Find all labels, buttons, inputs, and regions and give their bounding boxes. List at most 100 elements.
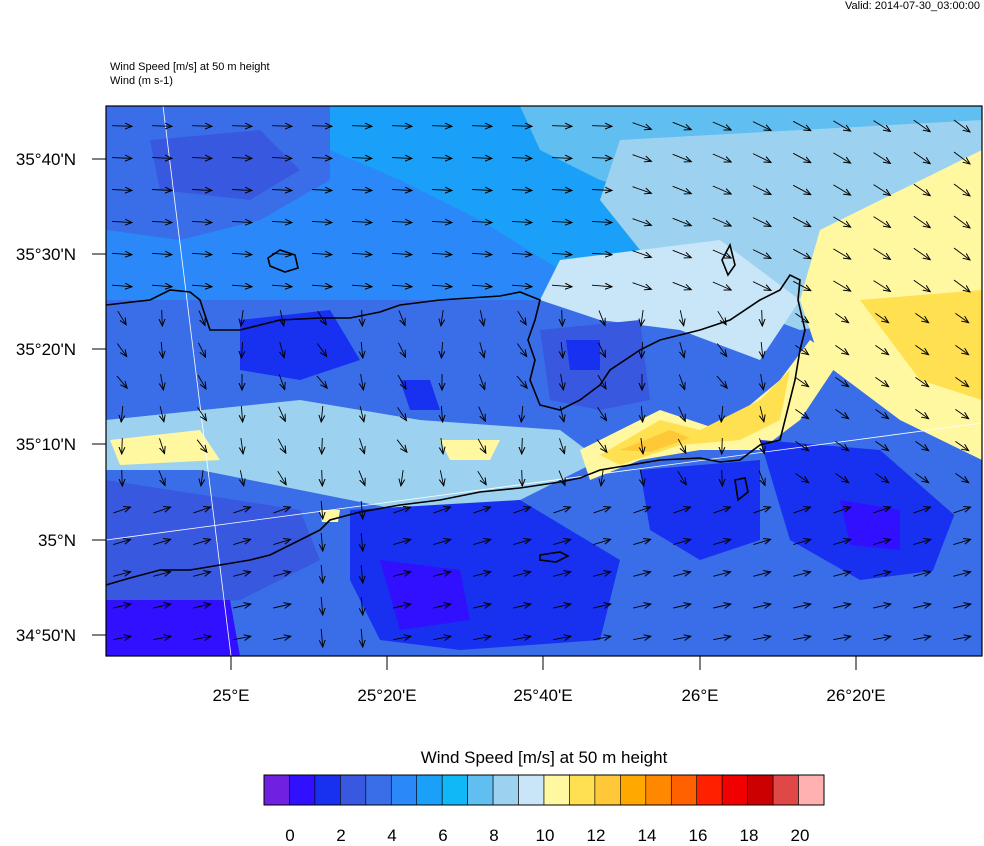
wind-arrow [477, 438, 486, 453]
wind-arrow [673, 507, 691, 514]
lon-label: 25°E [212, 686, 250, 705]
lon-label: 26°20'E [826, 686, 886, 705]
wind-arrow [792, 152, 811, 162]
colorbar-label: 6 [438, 826, 448, 845]
wind-arrow [752, 185, 771, 195]
wind-arrow [431, 158, 452, 159]
wind-arrow [351, 190, 372, 191]
wind-arrow [953, 279, 970, 292]
wind-arrow [633, 539, 650, 546]
wind-arrow [752, 153, 771, 163]
title-line-1: Wind Speed [m/s] at 50 m height [110, 61, 270, 73]
wind-arrow [513, 507, 531, 514]
wind-arrow [752, 249, 771, 259]
wind-arrow [672, 153, 692, 161]
wind-arrow [113, 572, 130, 577]
colorbar-swatch [798, 774, 825, 806]
wind-arrow [672, 217, 692, 225]
wind-arrow [396, 439, 407, 453]
wind-arrow [273, 636, 291, 639]
wind-arrow [632, 186, 652, 194]
wind-arrow [122, 469, 123, 486]
wind-arrow [441, 341, 442, 358]
colorbar-label: 12 [586, 826, 606, 845]
lat-label: 35°40'N [15, 150, 76, 169]
wind-arrow [511, 221, 532, 222]
wind-arrow [551, 190, 572, 191]
wind-arrow [561, 341, 563, 358]
wind-arrow [833, 248, 850, 259]
colorbar-label: 4 [387, 826, 397, 845]
wind-arrow [391, 253, 412, 254]
wind-arrow [361, 532, 363, 551]
wind-arrow [478, 374, 484, 390]
wind-arrow [795, 345, 808, 354]
wind-arrow [955, 377, 968, 386]
wind-arrow [151, 221, 172, 222]
wind-arrow [471, 190, 492, 191]
wind-arrow [159, 438, 165, 453]
wind-arrow [193, 636, 211, 639]
colorbar-label: 14 [637, 826, 657, 845]
wind-arrow [913, 247, 930, 259]
wind-arrow [672, 249, 692, 257]
wind-arrow [433, 572, 450, 577]
wind-arrow [321, 596, 323, 615]
wind-arrow [593, 539, 610, 546]
wind-arrow [516, 343, 526, 357]
wind-arrow [231, 126, 252, 127]
wind-arrow [673, 572, 690, 577]
wind-arrow [591, 158, 612, 159]
wind-arrow [391, 190, 412, 191]
wind-arrow [361, 374, 364, 390]
lat-label: 35°30'N [15, 245, 76, 264]
wind-arrow [913, 183, 930, 195]
colorbar-swatch [289, 774, 316, 806]
valid-time: Valid: 2014-07-30_03:00:00 [845, 0, 980, 12]
wind-arrow [712, 281, 731, 290]
wind-arrow [351, 285, 372, 287]
colorbar-swatch [314, 774, 341, 806]
colorbar-swatch [569, 774, 596, 806]
wind-arrow [680, 310, 683, 326]
wind-arrow [833, 636, 851, 639]
wind-arrow [116, 343, 126, 357]
wind-arrow [795, 377, 808, 386]
wind-arrow [955, 441, 968, 450]
wind-arrow [517, 310, 526, 325]
wind-arrow [273, 539, 290, 546]
wind-arrow [753, 572, 770, 577]
wind-arrow [792, 120, 811, 130]
wind-arrow [111, 253, 132, 254]
wind-arrow [278, 374, 284, 390]
wind-arrow [712, 249, 731, 258]
wind-arrow [591, 285, 612, 287]
wind-arrow [873, 152, 891, 164]
map-frame [105, 105, 983, 657]
wind-arrow [678, 406, 686, 422]
wind-arrow [433, 507, 451, 514]
wind-vectors [111, 119, 971, 647]
wind-arrow [915, 345, 928, 354]
wind-arrow [360, 406, 364, 422]
wind-arrow [953, 507, 971, 514]
wind-arrow [473, 572, 490, 577]
wind-arrow [271, 253, 292, 254]
wind-arrow [113, 507, 131, 514]
wind-arrow [316, 375, 327, 388]
wind-arrow [795, 473, 808, 482]
wind-arrow [875, 473, 888, 482]
wind-arrow [761, 341, 763, 358]
wind-arrow [193, 539, 210, 546]
wind-arrow [473, 604, 491, 608]
wind-arrow [160, 406, 164, 422]
wind-arrow [113, 539, 130, 546]
wind-arrow [591, 126, 612, 127]
wind-arrow [401, 470, 403, 486]
wind-arrow [433, 539, 450, 546]
wind-arrow [913, 119, 930, 131]
wind-arrow [322, 437, 323, 454]
wind-arrow [271, 158, 292, 159]
wind-arrow [153, 636, 171, 639]
wind-arrow [231, 221, 252, 222]
